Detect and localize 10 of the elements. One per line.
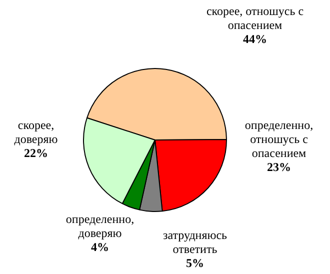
data-label: 5% bbox=[185, 256, 205, 270]
slice-label: определенно, отношусь с опасением bbox=[244, 118, 314, 160]
slice-label: скорее, доверяю bbox=[13, 118, 59, 146]
data-label: 44% bbox=[242, 32, 268, 46]
data-label: 22% bbox=[23, 146, 49, 160]
slice-label: затрудняюсь ответить bbox=[162, 228, 228, 256]
slice-label: определенно, доверяю bbox=[64, 212, 136, 240]
data-label: 23% bbox=[266, 160, 292, 174]
slice-label: скорее, отношусь с опасением bbox=[205, 4, 305, 32]
data-label: 4% bbox=[90, 240, 110, 254]
